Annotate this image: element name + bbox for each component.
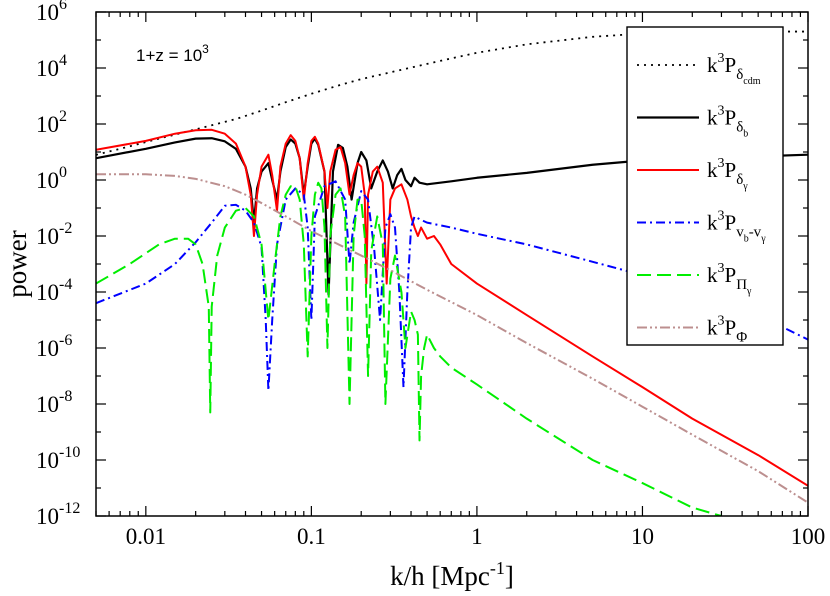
x-tick-label: 100 xyxy=(791,524,826,549)
y-tick-label: 106 xyxy=(36,0,67,25)
x-axis-title: k/h [Mpc-1] xyxy=(390,558,514,591)
x-tick-label: 1 xyxy=(471,524,483,549)
y-tick-label: 10-8 xyxy=(36,388,72,417)
y-tick-label: 10-2 xyxy=(36,220,72,249)
y-tick-label: 102 xyxy=(36,108,67,137)
legend-label-polarization: k3PΠγ xyxy=(707,261,752,297)
y-tick-label: 10-4 xyxy=(36,276,72,305)
legend-label-baryon: k3Pδb xyxy=(707,104,748,140)
legend-label-velocity: k3Pvb-vγ xyxy=(707,209,766,245)
y-tick-label: 104 xyxy=(36,52,67,81)
x-tick-label: 10 xyxy=(631,524,654,549)
axis-ticks xyxy=(95,11,809,517)
series-line-velocity xyxy=(96,180,808,392)
y-tick-label: 10-6 xyxy=(36,332,72,361)
series-line-photon xyxy=(96,128,808,487)
x-tick-label: 0.1 xyxy=(297,524,326,549)
y-axis-title: power xyxy=(2,230,32,297)
series-line-polarization xyxy=(96,181,722,516)
legend-box xyxy=(626,26,784,346)
legend-label-photon: k3Pδγ xyxy=(707,156,748,192)
y-tick-label: 10-10 xyxy=(36,444,80,473)
legend-label-cdm: k3Pδcdm xyxy=(707,51,761,87)
y-tick-label: 10-12 xyxy=(36,500,80,529)
series-line-potential xyxy=(96,173,808,504)
series-layer xyxy=(96,30,808,516)
y-tick-label: 100 xyxy=(36,164,67,193)
redshift-annotation: 1+z = 103 xyxy=(136,42,209,65)
legend: k3Pδcdm k3Pδb k3Pδγ k3Pvb-vγ k3PΠγ k3PΦ xyxy=(626,26,784,346)
legend-label-potential: k3PΦ xyxy=(707,314,747,346)
x-tick-label: 0.01 xyxy=(126,524,166,549)
